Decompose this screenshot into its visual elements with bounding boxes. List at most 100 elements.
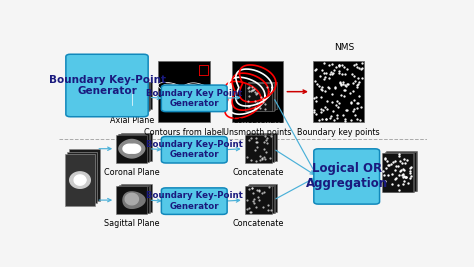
Point [392, 164, 400, 168]
Point [340, 65, 347, 69]
Point [380, 173, 388, 177]
Point [394, 183, 402, 187]
Point [354, 101, 362, 105]
Text: Boundary Key-Point
Generator: Boundary Key-Point Generator [146, 191, 243, 211]
Point [246, 210, 254, 214]
Point [252, 106, 259, 111]
Point [349, 109, 356, 113]
FancyBboxPatch shape [118, 83, 149, 111]
FancyBboxPatch shape [383, 153, 414, 192]
Point [249, 191, 257, 195]
Point [407, 174, 415, 179]
FancyBboxPatch shape [69, 149, 100, 201]
Point [323, 99, 330, 103]
FancyBboxPatch shape [118, 186, 149, 213]
Text: Boundary key points: Boundary key points [297, 128, 380, 137]
Point [321, 75, 328, 79]
Polygon shape [74, 175, 86, 185]
Point [256, 154, 264, 158]
FancyBboxPatch shape [232, 61, 283, 123]
FancyBboxPatch shape [386, 151, 418, 191]
Point [254, 101, 261, 105]
Point [335, 104, 342, 109]
Point [244, 206, 251, 211]
Point [337, 93, 345, 97]
Point [310, 96, 318, 100]
Point [260, 190, 268, 195]
Point [262, 150, 270, 154]
Point [255, 188, 263, 192]
Point [328, 92, 336, 96]
Point [348, 72, 356, 76]
FancyBboxPatch shape [116, 83, 147, 111]
Point [261, 134, 269, 138]
FancyBboxPatch shape [158, 61, 210, 123]
Point [396, 159, 404, 163]
Point [262, 138, 269, 142]
Point [335, 101, 343, 105]
Point [333, 99, 341, 103]
Point [252, 148, 259, 152]
Point [248, 84, 256, 89]
Point [252, 139, 259, 144]
Point [340, 94, 348, 98]
Point [248, 88, 256, 92]
Point [332, 65, 339, 69]
FancyBboxPatch shape [67, 152, 98, 203]
Point [312, 67, 320, 71]
FancyBboxPatch shape [245, 83, 272, 111]
Point [401, 179, 408, 183]
Point [401, 161, 409, 166]
FancyBboxPatch shape [119, 185, 150, 213]
FancyBboxPatch shape [314, 149, 380, 204]
Point [353, 100, 360, 105]
Point [328, 72, 336, 76]
Point [344, 82, 351, 86]
FancyBboxPatch shape [246, 134, 274, 162]
Polygon shape [128, 144, 141, 153]
Point [357, 66, 365, 71]
Point [312, 112, 319, 116]
FancyBboxPatch shape [120, 184, 152, 212]
Polygon shape [126, 93, 137, 101]
Point [318, 68, 325, 72]
Point [407, 164, 414, 169]
Point [255, 198, 263, 202]
Text: Contours from label: Contours from label [144, 128, 224, 137]
Point [320, 76, 328, 81]
Point [245, 86, 252, 91]
FancyBboxPatch shape [245, 186, 272, 214]
Point [321, 105, 328, 109]
Point [356, 66, 363, 70]
Point [400, 167, 407, 171]
Point [252, 92, 259, 96]
Point [338, 63, 346, 68]
Point [382, 165, 389, 170]
Point [252, 99, 259, 103]
FancyBboxPatch shape [248, 185, 275, 213]
Point [349, 89, 356, 93]
Point [382, 179, 389, 183]
Point [267, 134, 275, 138]
Point [250, 201, 257, 205]
Polygon shape [125, 193, 138, 205]
Point [247, 210, 255, 214]
Point [341, 71, 349, 76]
Point [260, 155, 268, 159]
Text: Boundary Key Point
Generator: Boundary Key Point Generator [146, 89, 242, 108]
Point [357, 104, 365, 109]
Point [329, 108, 337, 113]
Point [381, 156, 389, 160]
Point [346, 91, 354, 95]
Point [350, 74, 357, 78]
FancyBboxPatch shape [385, 152, 416, 191]
Text: Boundary Key-Point
Generator: Boundary Key-Point Generator [48, 75, 165, 96]
Point [313, 81, 321, 86]
Polygon shape [123, 192, 145, 208]
Point [392, 177, 399, 181]
Point [391, 158, 399, 163]
Point [350, 80, 357, 85]
Point [320, 61, 328, 65]
FancyBboxPatch shape [120, 133, 152, 161]
Point [326, 116, 334, 120]
